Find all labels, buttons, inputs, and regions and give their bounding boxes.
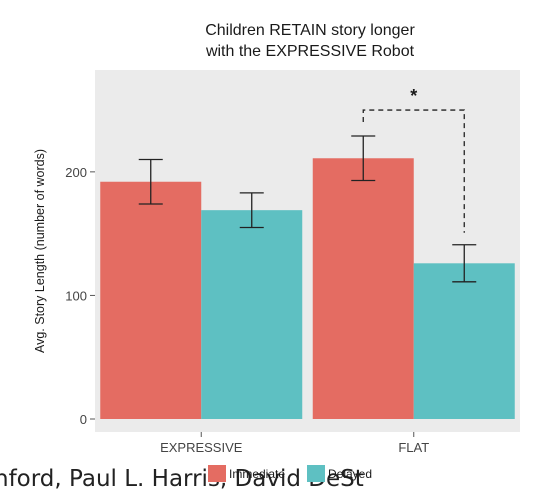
y-tick-label: 0 [80, 412, 87, 427]
legend-item-immediate: Immediate [208, 465, 285, 482]
error-bar [138, 158, 163, 205]
legend-swatch [307, 465, 325, 482]
legend-swatch [208, 465, 226, 482]
y-tick-label: 100 [65, 288, 87, 303]
legend-item-delayed: Delayed [307, 465, 372, 482]
bar-delayed-flat [413, 263, 515, 419]
footer-author-text: nford, Paul L. Harris, David DeSt [0, 466, 364, 491]
x-tick-label: FLAT [398, 440, 429, 455]
significance-bracket [362, 109, 465, 233]
y-tick-label: 200 [65, 165, 87, 180]
legend-label: Delayed [328, 467, 372, 481]
chart-title-line-2: with the EXPRESSIVE Robot [205, 43, 415, 60]
bars [100, 158, 515, 419]
error-bar [351, 135, 376, 182]
significance-star: * [410, 86, 417, 106]
legend: Immediate Delayed [208, 465, 372, 482]
bar-immediate-flat [312, 158, 414, 419]
significance-annotation: * [362, 86, 465, 233]
error-bar [452, 244, 477, 283]
bar-delayed-expressive [201, 210, 303, 419]
chart-title-line-1: Children RETAIN story longer [205, 22, 415, 39]
bar-immediate-expressive [100, 181, 202, 419]
legend-label: Immediate [229, 467, 285, 481]
x-tick-label: EXPRESSIVE [160, 440, 243, 455]
axis-ticks: 0 100 200 EXPRESSIVE FLAT [65, 165, 429, 455]
error-bars [138, 135, 477, 283]
y-axis-label: Avg. Story Length (number of words) [33, 149, 47, 353]
error-bar [239, 192, 264, 229]
